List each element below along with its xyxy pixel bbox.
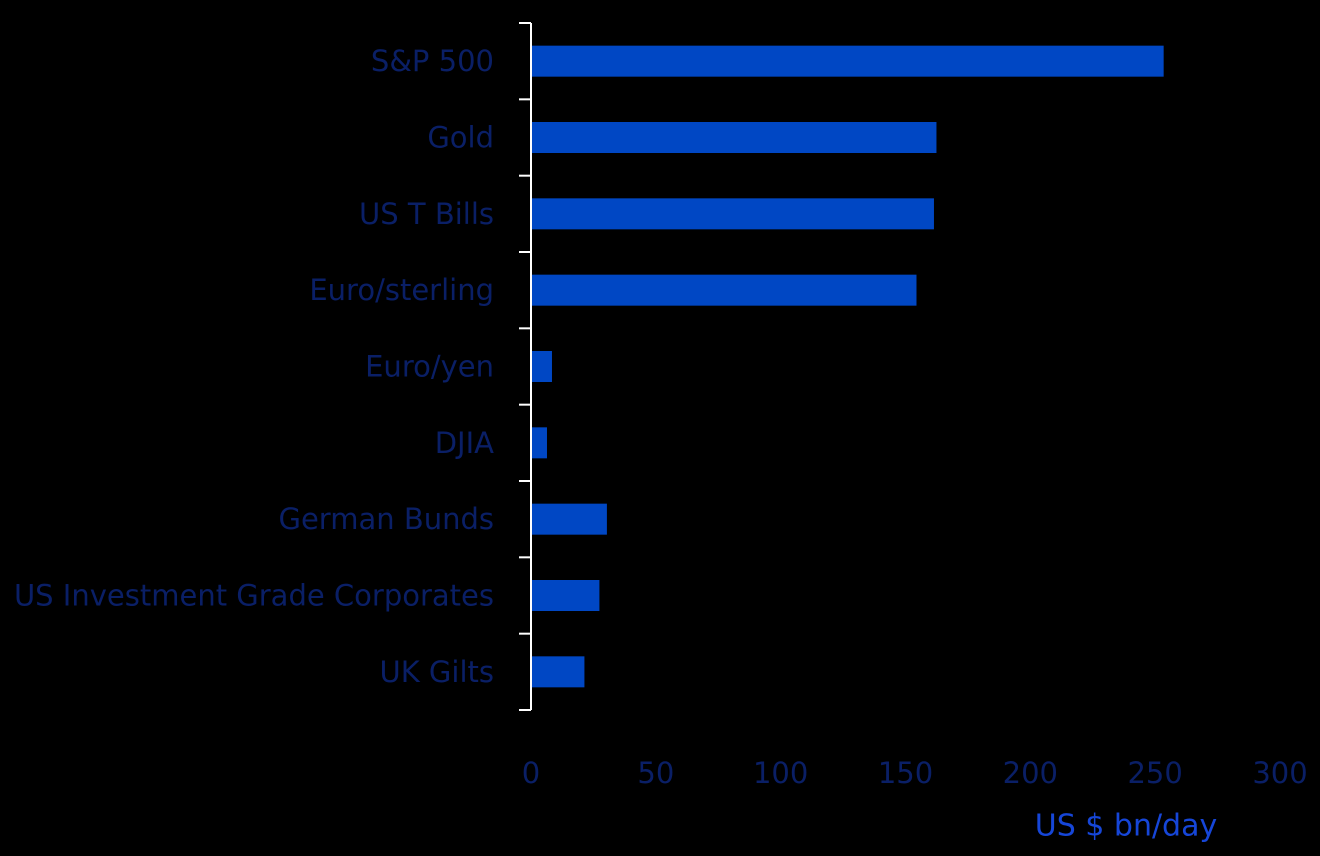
bar [532,198,934,230]
category-label: German Bunds [278,502,494,536]
bar [532,122,937,153]
category-label: UK Gilts [379,655,494,689]
category-labels: S&P 500 Gold US T Bills Euro/sterling Euro/y… [14,44,494,689]
x-tick-label: 200 [1003,756,1058,790]
category-label: DJIA [435,426,494,460]
x-axis-title: US $ bn/day [1035,809,1218,844]
category-label: Euro/sterling [309,273,494,307]
category-label: Gold [427,121,494,155]
x-tick-label: 300 [1252,756,1307,790]
x-tick-labels: 0 50 100 150 200 250 300 [522,756,1308,790]
x-tick-label: 150 [878,756,933,790]
bar [532,274,917,306]
x-tick-label: 0 [522,756,540,790]
bar [532,580,600,611]
x-tick-label: 250 [1127,756,1182,790]
bar [532,45,1164,77]
category-label: S&P 500 [371,44,494,78]
category-label: US Investment Grade Corporates [14,579,494,613]
x-tick-label: 100 [753,756,808,790]
bar [532,351,552,382]
category-label: US T Bills [359,197,494,231]
bars-group [532,45,1164,688]
y-axis [519,22,532,711]
x-tick-label: 50 [637,756,674,790]
bar [532,503,607,535]
bar [532,427,547,459]
category-label: Euro/yen [365,350,494,384]
bar [532,656,585,688]
